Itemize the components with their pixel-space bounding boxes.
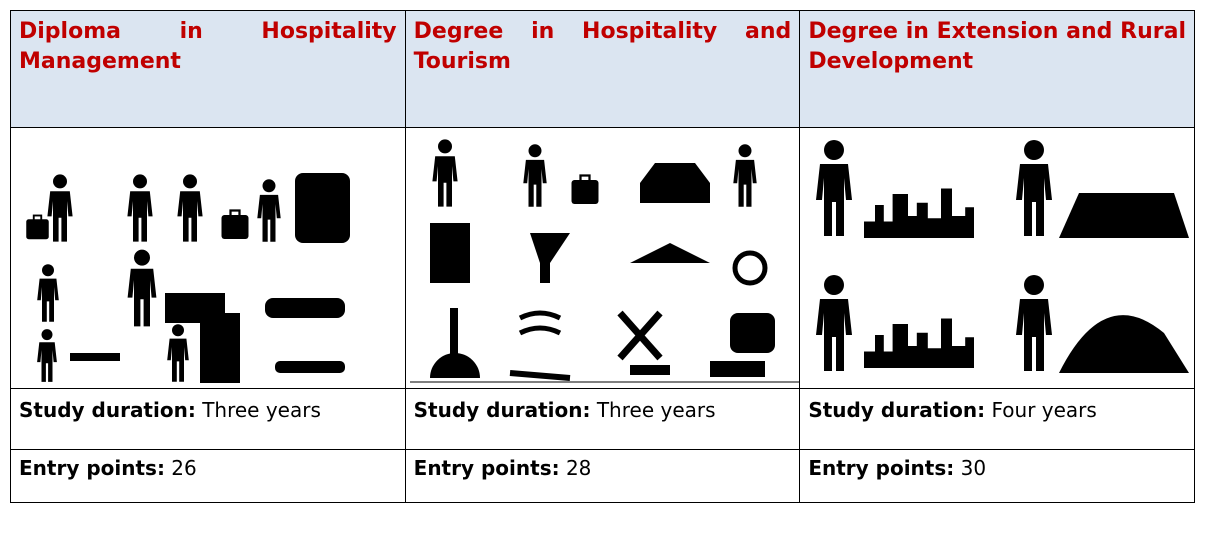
title-cell: Degree in Hospitality and Tourism <box>404 10 801 128</box>
programme-table: Diploma in Hospitality Management Degree… <box>10 10 1195 503</box>
hospitality-pictograms <box>25 173 350 383</box>
rural-pictograms <box>816 140 1190 373</box>
duration-cell: Study duration: Four years <box>799 388 1195 450</box>
duration: Three years <box>202 398 321 422</box>
title-cell: Diploma in Hospitality Management <box>10 10 406 128</box>
entry-cell: Entry points: 30 <box>799 449 1195 503</box>
entry-label: Entry points: <box>19 456 165 480</box>
entry-cell: Entry points: 26 <box>10 449 406 503</box>
image-cell <box>404 127 801 389</box>
entry-points: 28 <box>565 456 592 480</box>
tourism-pictograms <box>409 139 800 383</box>
duration: Four years <box>991 398 1097 422</box>
duration-cell: Study duration: Three years <box>10 388 406 450</box>
entry-label: Entry points: <box>413 456 560 480</box>
entry-label: Entry points: <box>808 456 955 480</box>
duration-label: Study duration: <box>413 398 591 422</box>
entry-points: 26 <box>171 456 197 480</box>
duration-label: Study duration: <box>19 398 196 422</box>
image-cell <box>799 127 1195 389</box>
image-cell <box>10 127 406 389</box>
duration-label: Study duration: <box>808 398 986 422</box>
duration: Three years <box>596 398 716 422</box>
entry-cell: Entry points: 28 <box>404 449 801 503</box>
duration-cell: Study duration: Three years <box>404 388 801 450</box>
entry-points: 30 <box>960 456 987 480</box>
title-cell: Degree in Extension and Rural Developmen… <box>799 10 1195 128</box>
